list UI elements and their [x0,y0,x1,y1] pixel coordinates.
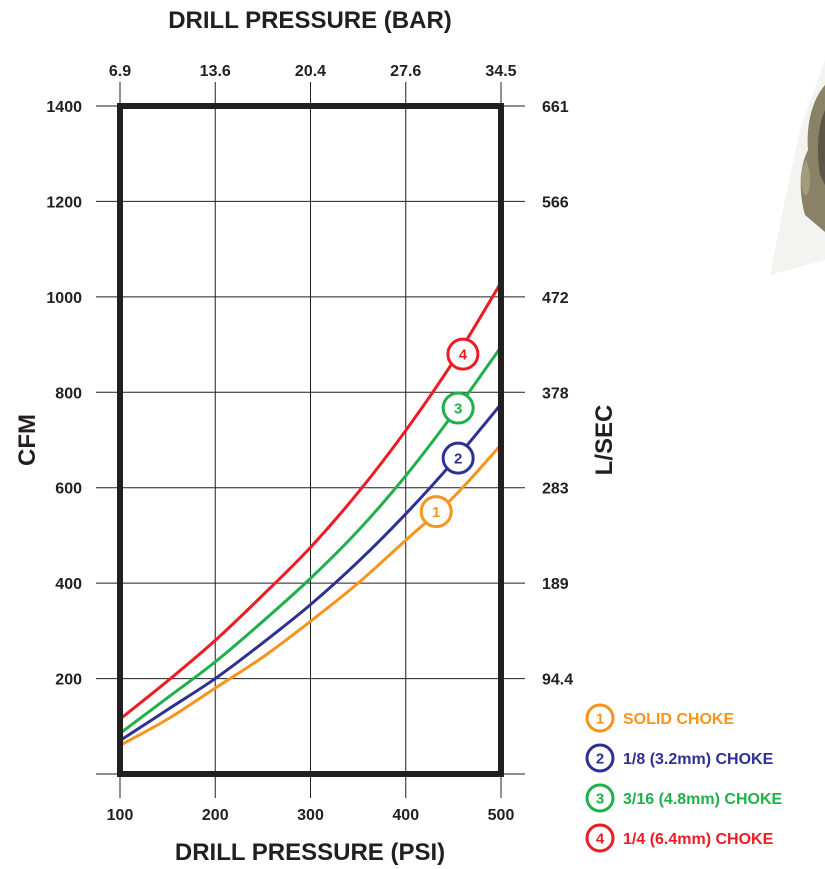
y-tick-label: 200 [55,672,82,689]
series-marker-label-4: 4 [459,347,468,364]
top-tick-label: 13.6 [200,63,231,80]
right-tick-label: 283 [542,481,569,498]
y-tick-label: 1400 [46,99,82,116]
y-tick-label: 600 [55,481,82,498]
legend-marker-label-4: 4 [596,831,605,848]
series-marker-label-1: 1 [432,504,440,521]
right-tick-label: 189 [542,576,569,593]
x-tick-label: 300 [297,807,324,824]
series-line-3 [119,346,503,735]
x-tick-label: 500 [488,807,515,824]
series-marker-3 [441,391,475,425]
right-tick-label: 661 [542,99,569,116]
right-tick-label: 94.4 [542,672,573,689]
right-axis-title: L/SEC [591,405,618,476]
right-tick-label: 566 [542,194,569,211]
legend-marker-label-3: 3 [596,791,604,808]
x-tick-label: 100 [107,807,134,824]
series-line-2 [119,403,503,742]
top-tick-label: 27.6 [390,63,421,80]
x-tick-label: 200 [202,807,229,824]
top-tick-label: 6.9 [109,63,131,80]
bottom-axis-title: DRILL PRESSURE (PSI) [175,839,445,866]
legend-label-2: 1/8 (3.2mm) CHOKE [623,751,774,768]
left-axis-title: CFM [14,414,41,466]
drill-bit-photo [770,60,825,275]
y-tick-label: 400 [55,576,82,593]
y-tick-label: 1200 [46,194,82,211]
legend-marker-2 [585,743,615,773]
legend-marker-3 [585,783,615,813]
legend-label-1: SOLID CHOKE [623,711,734,728]
legend-marker-1 [585,703,615,733]
series-marker-label-3: 3 [454,401,462,418]
series-line-4 [119,281,503,721]
right-tick-label: 378 [542,385,569,402]
series-marker-1 [419,495,453,529]
legend-marker-label-2: 2 [596,751,604,768]
series-marker-label-2: 2 [454,451,462,468]
top-tick-label: 20.4 [295,63,326,80]
legend-label-3: 3/16 (4.8mm) CHOKE [623,791,782,808]
top-tick-label: 34.5 [485,63,516,80]
x-tick-label: 400 [392,807,419,824]
legend-marker-label-1: 1 [596,711,604,728]
top-axis-title: DRILL PRESSURE (BAR) [168,7,452,34]
plot-frame [117,103,504,777]
right-tick-label: 472 [542,290,569,307]
series-marker-4 [446,337,480,371]
y-tick-label: 800 [55,385,82,402]
legend-label-4: 1/4 (6.4mm) CHOKE [623,831,774,848]
y-tick-label: 1000 [46,290,82,307]
series-marker-2 [441,441,475,475]
legend-marker-4 [585,823,615,853]
